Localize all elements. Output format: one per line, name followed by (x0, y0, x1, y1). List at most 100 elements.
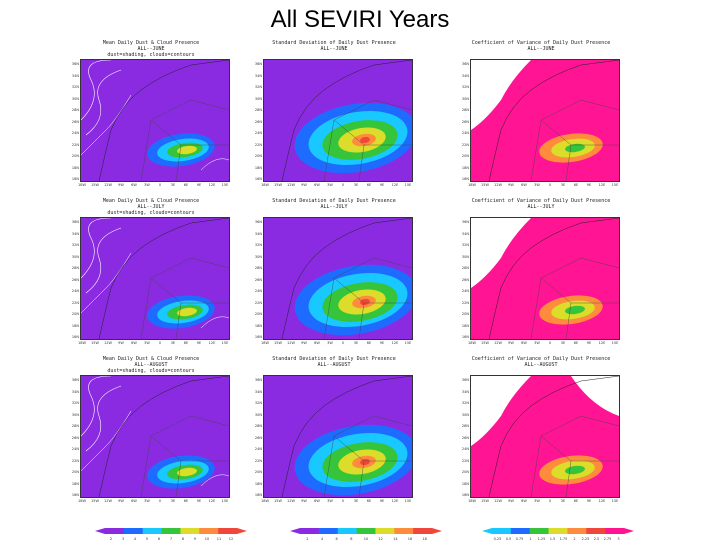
lon-tick-label: 6E (573, 341, 579, 345)
lon-tick-label: 3W (327, 341, 333, 345)
lat-tick-label: 20N (461, 312, 469, 316)
lon-tick-label: 12W (494, 499, 502, 503)
lon-tick-label: 0 (341, 499, 345, 503)
colorbar-segment (123, 528, 144, 534)
lon-tick-label: 15E (404, 341, 412, 345)
panel-subtitle: ALL--JUNE (527, 46, 555, 52)
border-line (530, 415, 619, 497)
lon-tick-label: 3W (144, 341, 150, 345)
lon-tick-label: 6W (521, 183, 527, 187)
lon-tick-label: 15W (274, 341, 282, 345)
map-image (81, 60, 229, 181)
lat-tick-label: 26N (461, 119, 469, 124)
colorbar-tick-label: 14 (393, 537, 398, 541)
lat-tick-label: 32N (254, 401, 262, 405)
border-line (358, 460, 365, 497)
lon-tick-label: 18W (468, 183, 476, 187)
lat-tick-label: 20N (254, 154, 262, 158)
lat-tick-label: 36N (461, 220, 469, 224)
lat-tick-label: 18N (71, 165, 79, 170)
lon-tick-label: 15E (221, 341, 229, 345)
lat-tick-label: 28N (254, 424, 262, 428)
lon-tick-label: 18W (261, 183, 269, 187)
map-frame (263, 375, 413, 498)
lat-tick-label: 30N (254, 96, 262, 101)
colorbar-segment (161, 528, 181, 534)
lat-tick-label: 34N (461, 231, 469, 236)
panel-title-line: Standard Deviation of Daily Dust Presenc… (272, 356, 396, 362)
lat-tick-label: 16N (71, 493, 79, 497)
lon-tick-label: 0 (158, 341, 162, 345)
border-line (565, 302, 572, 339)
lat-tick-label: 32N (71, 243, 79, 247)
colorbar-segment (413, 528, 433, 534)
lon-tick-label: 3E (560, 341, 566, 345)
no-data-area (571, 376, 619, 416)
panel-subtitle: ALL--AUGUST (317, 362, 351, 368)
lat-tick-label: 32N (254, 243, 262, 247)
colorbar-segment (529, 528, 549, 534)
lon-tick-label: 3E (560, 183, 566, 187)
lon-tick-label: 15E (611, 499, 619, 503)
lat-tick-label: 36N (71, 220, 79, 224)
panel-title-line: Coefficient of Variance of Daily Dust Pr… (471, 40, 611, 46)
lat-tick-label: 24N (461, 289, 469, 293)
colorbar-tick-label: 0.25 (493, 537, 502, 541)
lat-tick-label: 26N (254, 435, 262, 440)
colorbar-tick-label: 1.75 (559, 537, 568, 541)
lat-tick-label: 22N (71, 142, 79, 147)
no-data-area (471, 376, 531, 446)
lon-tick-label: 9E (586, 183, 592, 187)
lon-tick-label: 3E (353, 499, 359, 503)
lon-tick-label: 9W (301, 183, 307, 187)
lon-tick-label: 6W (314, 341, 320, 345)
panel-title-line: Mean Daily Dust & Cloud Presence (102, 198, 200, 204)
border-line (140, 415, 229, 497)
lat-tick-label: 20N (71, 470, 79, 474)
map-panel-std-august: Standard Deviation of Daily Dust Presenc… (251, 356, 417, 508)
lat-tick-label: 18N (254, 323, 262, 328)
field-shading (177, 307, 197, 317)
lat-tick-label: 28N (71, 266, 79, 270)
no-data-area (471, 60, 531, 130)
colorbar-segment (218, 528, 238, 534)
field-shading (360, 458, 370, 466)
lat-tick-label: 32N (71, 401, 79, 405)
lat-tick-label: 26N (461, 435, 469, 440)
lat-tick-label: 28N (254, 108, 262, 112)
slide-title: All SEVIRI Years (270, 6, 450, 33)
colorbar-segment (356, 528, 376, 534)
colorbar-segment (394, 528, 414, 534)
lat-tick-label: 26N (71, 435, 79, 440)
panel-title-line: Coefficient of Variance of Daily Dust Pr… (471, 198, 611, 204)
map-image (81, 376, 229, 497)
lon-tick-label: 12E (391, 341, 399, 345)
cloud-contour (81, 376, 112, 437)
lon-tick-label: 9E (379, 499, 385, 503)
border-line (175, 460, 182, 497)
colorbar-arrow-right (237, 528, 247, 534)
lon-tick-label: 18W (78, 341, 86, 345)
lon-tick-label: 9E (379, 183, 385, 187)
colorbar-tick-label: 5 (145, 537, 149, 541)
no-data-area (471, 218, 531, 288)
colorbar-cov (482, 528, 634, 534)
lat-tick-label: 20N (71, 312, 79, 316)
map-image (81, 218, 229, 339)
colorbar-tick-label: 3 (121, 537, 125, 541)
colorbar-arrow-right (624, 528, 634, 534)
lat-tick-label: 36N (461, 62, 469, 66)
lat-tick-label: 28N (461, 424, 469, 428)
lon-tick-label: 9W (118, 499, 124, 503)
lat-tick-label: 32N (461, 401, 469, 405)
lat-tick-label: 28N (71, 424, 79, 428)
panel-title: Mean Daily Dust & Cloud Presence ALL--AUG… (68, 356, 234, 374)
colorbar-tick-label: 2 (109, 537, 113, 541)
colorbar-tick-label: 7 (169, 537, 173, 541)
lon-tick-label: 15E (611, 183, 619, 187)
cloud-contour (81, 60, 112, 121)
map-panel-mean-june: Mean Daily Dust & Cloud Presence ALL--JUN… (68, 40, 234, 192)
lon-tick-label: 9W (118, 183, 124, 187)
lat-tick-label: 34N (71, 73, 79, 78)
lat-tick-label: 20N (254, 312, 262, 316)
